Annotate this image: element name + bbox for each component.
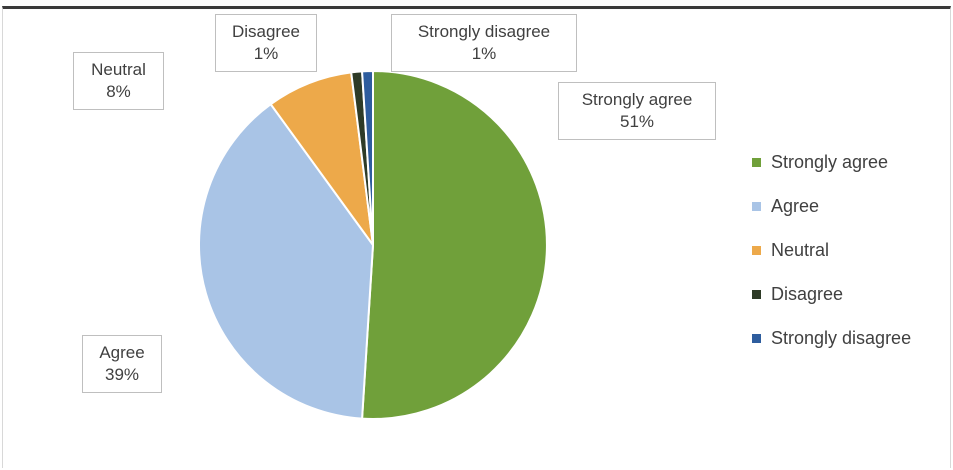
legend-label-strongly-disagree: Strongly disagree bbox=[771, 327, 912, 348]
data-label-neutral-value: 8% bbox=[106, 82, 131, 101]
legend-label-neutral: Neutral bbox=[771, 239, 830, 260]
data-label-neutral: Neutral 8% bbox=[73, 52, 164, 110]
legend-item-disagree: Disagree bbox=[752, 272, 948, 316]
data-label-agree: Agree 39% bbox=[82, 335, 162, 393]
data-label-strongly-disagree-category: Strongly disagree bbox=[417, 22, 551, 41]
legend-swatch-strongly-agree bbox=[752, 157, 761, 167]
legend-label-agree: Agree bbox=[771, 195, 820, 216]
chart-legend: Strongly agree Agree Neutral Disagree St… bbox=[752, 140, 948, 360]
data-label-strongly-agree-value: 51% bbox=[619, 112, 655, 131]
pie-slice-strongly-disagree bbox=[361, 69, 374, 246]
legend-item-strongly-disagree: Strongly disagree bbox=[752, 316, 948, 360]
data-label-agree-category: Agree bbox=[99, 343, 145, 362]
legend-item-neutral: Neutral bbox=[752, 228, 948, 272]
data-label-strongly-agree: Strongly agree 51% bbox=[558, 82, 716, 140]
data-label-strongly-agree-category: Strongly agree bbox=[581, 90, 693, 109]
legend-item-strongly-agree: Strongly agree bbox=[752, 140, 948, 184]
data-label-agree-value: 39% bbox=[104, 365, 140, 384]
data-label-neutral-category: Neutral bbox=[91, 60, 146, 79]
data-label-disagree-value: 1% bbox=[253, 44, 279, 63]
data-label-strongly-disagree-value: 1% bbox=[471, 44, 497, 63]
legend-swatch-disagree bbox=[752, 289, 761, 299]
legend-label-disagree: Disagree bbox=[771, 283, 844, 304]
legend-label-strongly-agree: Strongly agree bbox=[771, 151, 889, 172]
pie-slice-strongly-agree bbox=[361, 69, 548, 420]
legend-swatch-neutral bbox=[752, 245, 761, 255]
legend-item-agree: Agree bbox=[752, 184, 948, 228]
data-label-strongly-disagree: Strongly disagree 1% bbox=[391, 14, 577, 72]
pie-slice-agree bbox=[197, 102, 375, 420]
legend-swatch-agree bbox=[752, 201, 761, 211]
pie-slices bbox=[197, 69, 548, 420]
legend-swatch-strongly-disagree bbox=[752, 333, 761, 343]
data-label-disagree: Disagree 1% bbox=[215, 14, 317, 72]
data-label-disagree-category: Disagree bbox=[231, 22, 301, 41]
